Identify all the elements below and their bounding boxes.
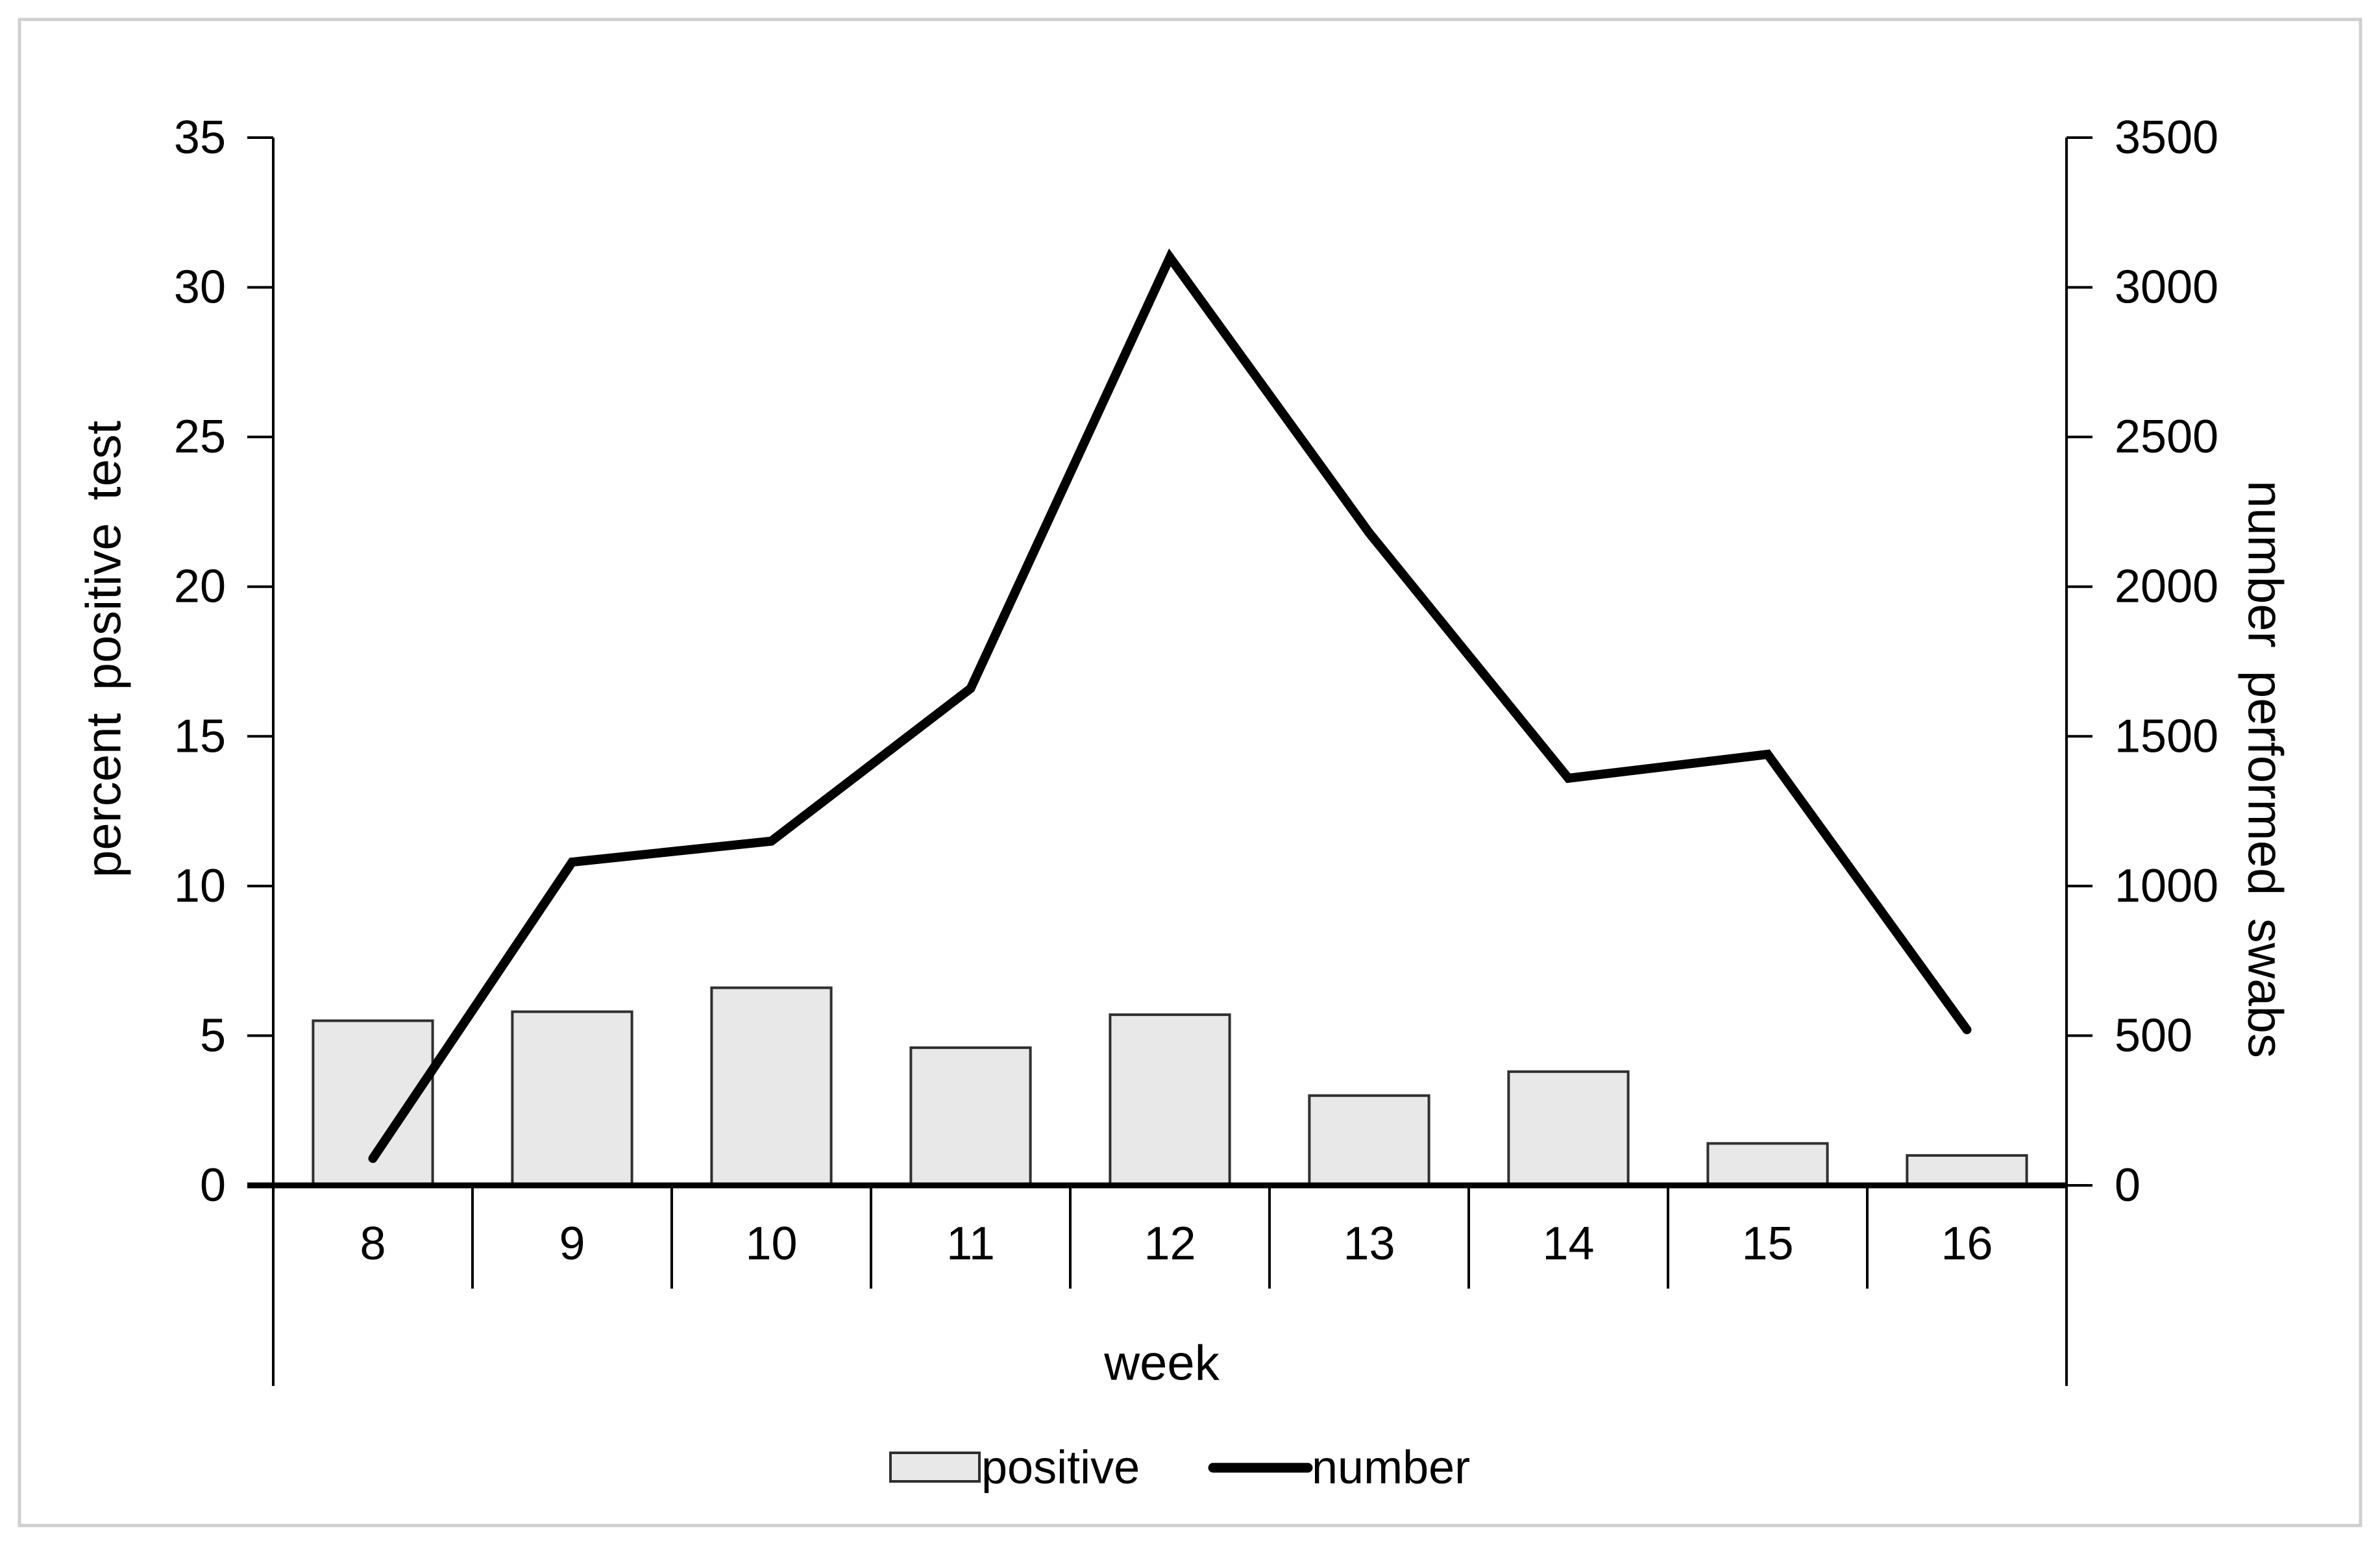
bar-week-14: [1507, 1070, 1630, 1187]
plot-area: 0 5 10 15 20 25 30 35 0 500 1000 1500 2000 2500 3000 35…: [174, 112, 2218, 1386]
right-tick-label-2500: 2500: [2115, 411, 2218, 463]
legend-bar-swatch: [889, 1452, 981, 1483]
x-axis-title: week: [1103, 1336, 1220, 1391]
left-axis-title: percent positive test: [77, 421, 132, 878]
right-tick-label-3000: 3000: [2115, 262, 2218, 314]
week-label-10: 10: [745, 1218, 797, 1270]
bar-week-9: [511, 1010, 633, 1187]
right-tick-label-500: 500: [2115, 1009, 2192, 1061]
bar-week-13: [1308, 1094, 1430, 1187]
right-tick-label-0: 0: [2115, 1159, 2141, 1211]
week-label-11: 11: [946, 1218, 995, 1270]
left-tick-label-30: 30: [174, 262, 226, 314]
week-label-13: 13: [1343, 1218, 1395, 1270]
legend-positive-label: positive: [981, 1442, 1140, 1494]
week-label-16: 16: [1941, 1218, 1993, 1270]
legend: positive number: [889, 1442, 1470, 1494]
bar-week-15: [1706, 1142, 1829, 1187]
week-label-14: 14: [1542, 1218, 1594, 1270]
week-label-8: 8: [360, 1218, 386, 1270]
left-tick-label-35: 35: [174, 112, 226, 164]
week-label-15: 15: [1741, 1218, 1793, 1270]
week-label-12: 12: [1144, 1218, 1196, 1270]
right-tick-label-1500: 1500: [2115, 710, 2218, 762]
bar-week-16: [1906, 1154, 2028, 1187]
right-tick-label-3500: 3500: [2115, 112, 2218, 164]
figure-border: [18, 18, 2362, 1527]
number-line-series: [368, 248, 1972, 1163]
week-label-9: 9: [559, 1218, 585, 1270]
bar-week-12: [1109, 1013, 1231, 1187]
right-tick-label-2000: 2000: [2115, 561, 2218, 613]
left-tick-label-10: 10: [174, 860, 226, 912]
bar-week-10: [710, 986, 833, 1187]
left-tick-label-0: 0: [200, 1159, 226, 1211]
legend-number-label: number: [1312, 1442, 1470, 1494]
right-tick-label-1000: 1000: [2115, 860, 2218, 912]
left-tick-label-25: 25: [174, 411, 226, 463]
bar-week-11: [909, 1046, 1032, 1187]
left-tick-label-15: 15: [174, 710, 226, 762]
left-tick-label-20: 20: [174, 561, 226, 613]
left-tick-label-5: 5: [200, 1009, 226, 1061]
right-axis-title: number performed swabs: [2238, 480, 2293, 1058]
